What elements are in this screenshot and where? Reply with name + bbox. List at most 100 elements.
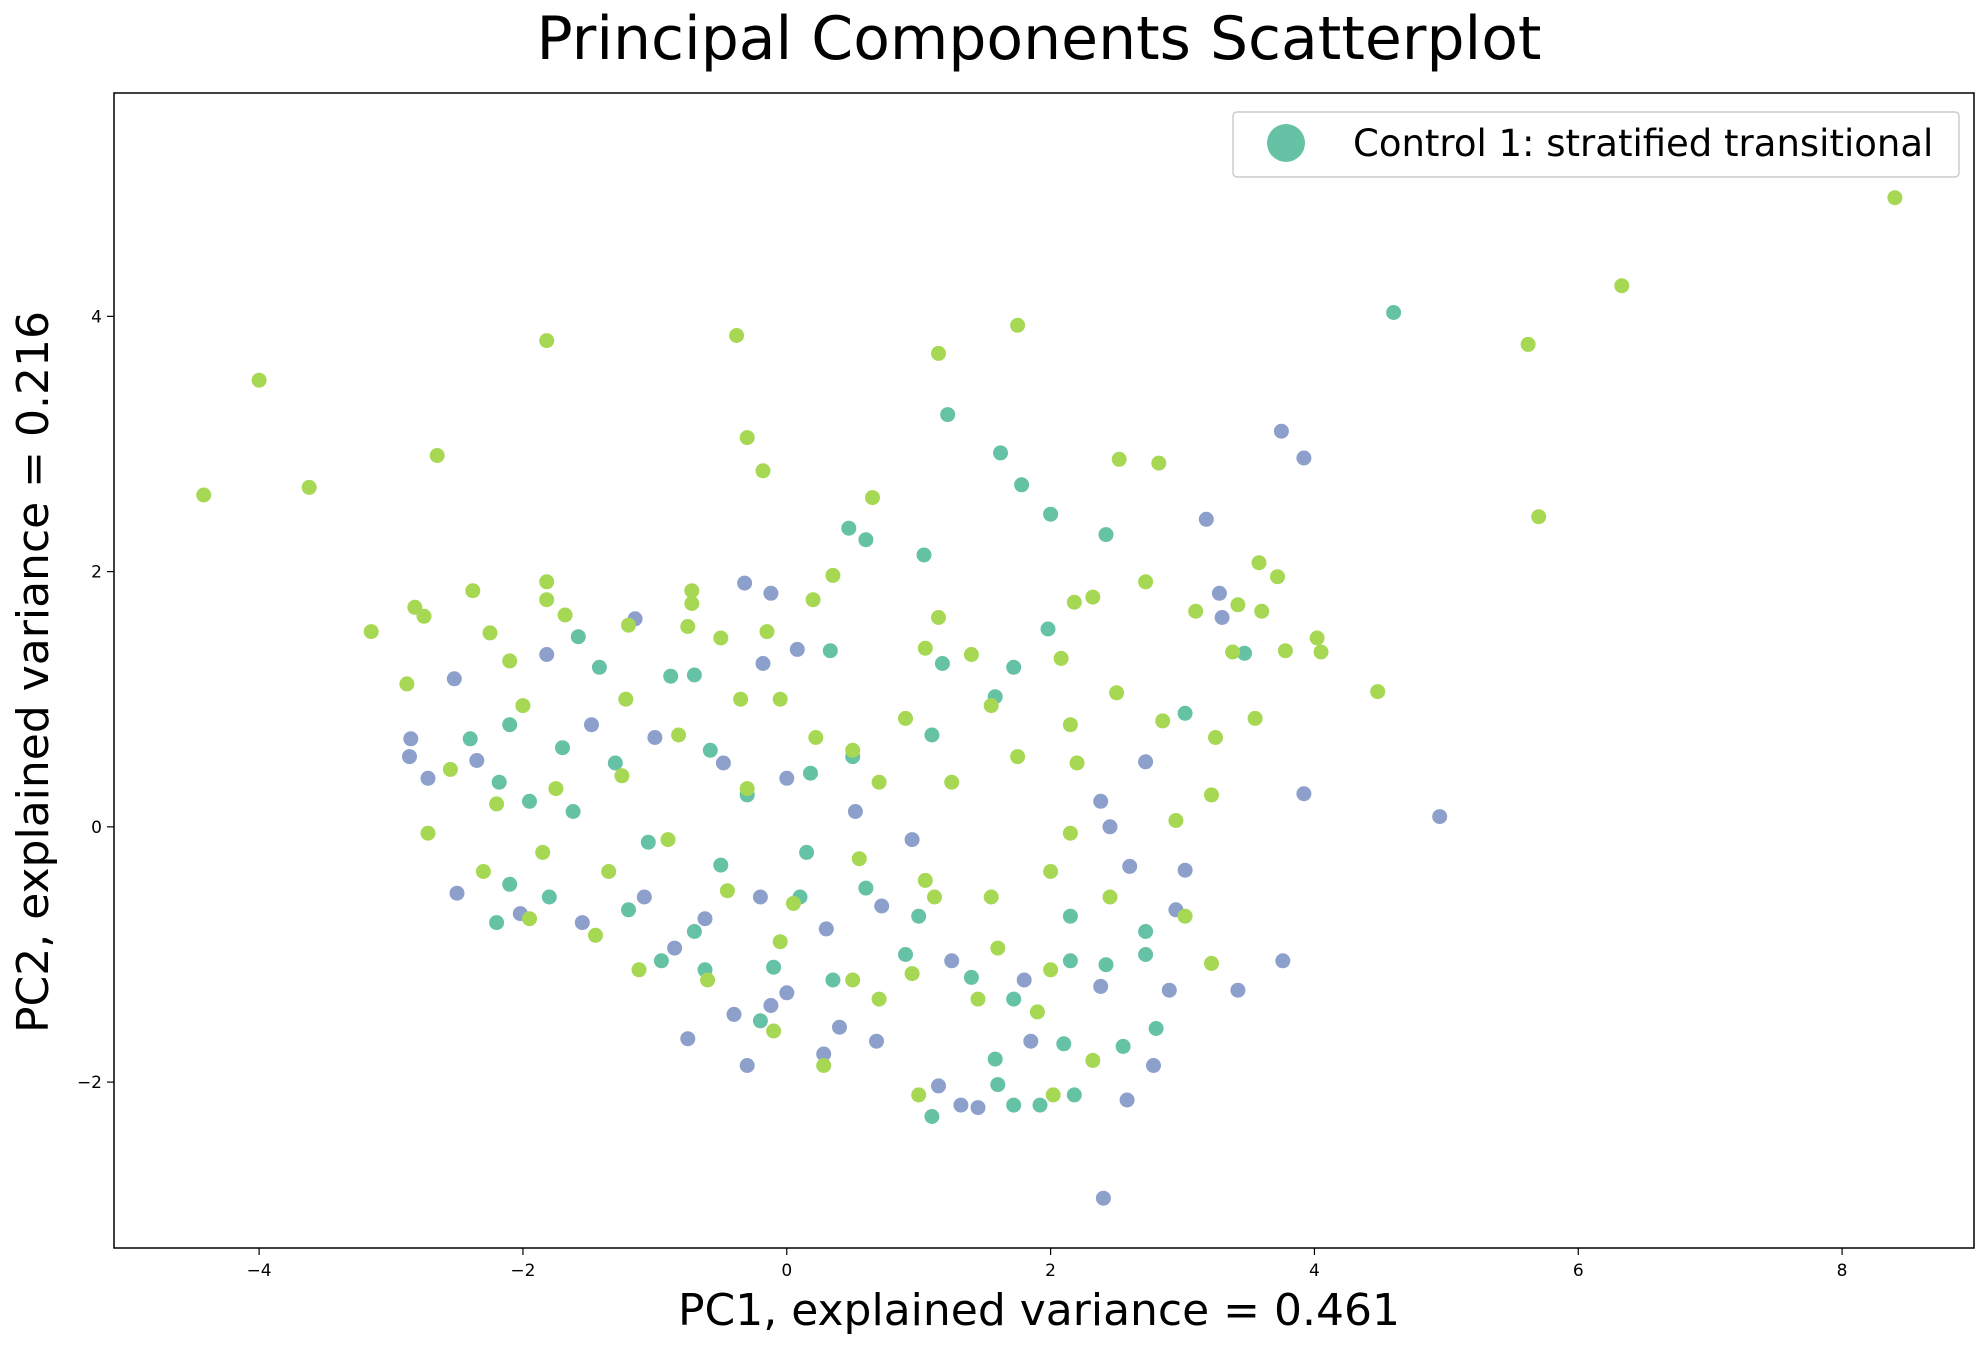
scatter-point [1093, 793, 1109, 809]
scatter-point [607, 755, 623, 771]
chart-title: Principal Components Scatterplot [537, 4, 1542, 74]
scatter-point [522, 793, 537, 809]
scatter-point [1296, 450, 1312, 466]
scatter-point [993, 445, 1008, 461]
scatter-point [697, 911, 713, 927]
scatter-point [1177, 705, 1193, 721]
scatter-point [491, 774, 507, 790]
scatter-point [1386, 305, 1402, 320]
scatter-point [825, 567, 841, 583]
scatter-point [515, 698, 531, 714]
scatter-point [904, 966, 920, 982]
y-axis-ticks: −2 0 2 4 [77, 307, 114, 1093]
scatter-point [1273, 423, 1289, 439]
scatter-point [808, 730, 824, 745]
scatter-point [1168, 813, 1184, 828]
x-tick-label: 8 [1837, 1261, 1848, 1281]
scatter-point [1111, 451, 1127, 467]
scatter-point [1102, 819, 1118, 835]
scatter-point [1032, 1097, 1048, 1113]
scatter-point [924, 727, 940, 743]
scatter-point [686, 667, 702, 683]
scatter-point [621, 617, 636, 633]
scatter-point [1230, 597, 1246, 613]
scatter-point [841, 520, 857, 536]
x-tick-label: −4 [247, 1261, 272, 1281]
x-tick-label: 2 [1045, 1261, 1056, 1281]
scatter-point [987, 1051, 1003, 1067]
scatter-point [301, 479, 317, 495]
x-tick-label: 0 [781, 1261, 792, 1281]
scatter-point [1270, 569, 1285, 585]
scatter-point [667, 940, 683, 956]
y-tick-label: 0 [91, 818, 102, 838]
scatter-point [1204, 787, 1219, 803]
scatter-point [407, 599, 423, 615]
scatter-point [1023, 1033, 1039, 1049]
scatter-point [403, 731, 419, 747]
y-axis-label: PC2, explained variance = 0.216 [8, 311, 59, 1033]
scatter-point [845, 972, 861, 988]
plot-frame [113, 92, 1975, 1249]
scatter-point [832, 1019, 847, 1035]
scatter-point [416, 608, 432, 624]
scatter-point [737, 575, 753, 591]
scatter-point [904, 832, 920, 848]
scatter-point [940, 407, 956, 423]
scatter-point [911, 1087, 927, 1103]
scatter-point [763, 998, 779, 1013]
scatter-point [1043, 864, 1059, 879]
scatter-point [733, 691, 749, 707]
scatter-point [1043, 506, 1059, 522]
scatter-point [1006, 991, 1022, 1007]
scatter-point [739, 1058, 755, 1073]
scatter-point [618, 691, 634, 707]
scatter-point [1119, 1092, 1135, 1108]
points-layer [196, 190, 1903, 1206]
x-tick-label: −2 [510, 1261, 535, 1281]
scatter-point [647, 730, 663, 745]
scatter-point [1277, 643, 1293, 659]
scatter-point [931, 610, 946, 625]
scatter-point [719, 883, 735, 899]
scatter-point [898, 710, 913, 726]
y-tick-label: −2 [77, 1073, 102, 1093]
scatter-point [818, 921, 834, 937]
scatter-point [535, 844, 551, 860]
scatter-point [739, 430, 755, 446]
scatter-point [636, 889, 652, 905]
scatter-point [502, 876, 518, 892]
scatter-point [1029, 1004, 1045, 1020]
scatter-point [970, 1100, 986, 1116]
scatter-point [739, 781, 755, 797]
scatter-point [763, 585, 779, 601]
scatter-point [565, 804, 581, 819]
scatter-point [1066, 594, 1082, 610]
scatter-point [680, 1031, 696, 1047]
scatter-point [429, 448, 445, 463]
scatter-point [574, 915, 590, 931]
scatter-point [729, 328, 745, 343]
scatter-point [927, 889, 942, 905]
scatter-point [816, 1046, 832, 1062]
scatter-point [779, 770, 795, 786]
scatter-point [799, 844, 815, 860]
scatter-point [1148, 1021, 1164, 1036]
scatter-point [1085, 589, 1101, 605]
scatter-point [548, 781, 564, 797]
scatter-point [858, 532, 874, 548]
scatter-point [1010, 317, 1026, 333]
y-tick-label: 2 [91, 563, 102, 583]
scatter-point [847, 804, 863, 819]
y-tick-label: 4 [91, 307, 102, 327]
scatter-point [869, 1033, 884, 1049]
scatter-point [489, 915, 505, 931]
scatter-point [1237, 645, 1252, 661]
scatter-point [779, 985, 795, 1001]
scatter-point [363, 624, 379, 640]
scatter-point [944, 953, 960, 969]
x-axis-label: PC1, explained variance = 0.461 [678, 1285, 1400, 1336]
scatter-point [1098, 957, 1114, 973]
scatter-point [469, 753, 485, 768]
scatter-point [970, 991, 986, 1007]
